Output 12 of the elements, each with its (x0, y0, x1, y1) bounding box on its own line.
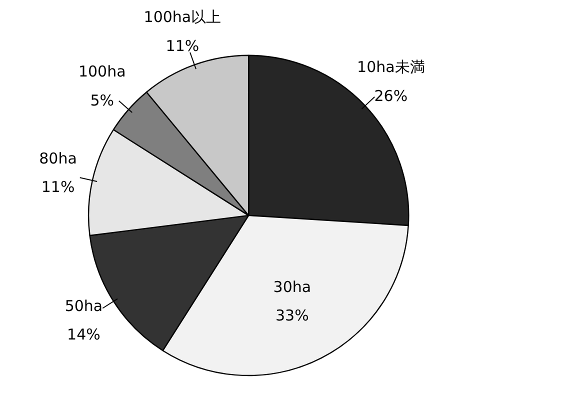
slice-label: 50ha (64, 296, 103, 315)
slice-label: 10ha未満 (357, 58, 425, 76)
slice-label: 100ha以上 (144, 8, 222, 26)
data-label: 11% (166, 36, 200, 55)
slice-label: 80ha (39, 149, 77, 168)
data-label: 14% (67, 326, 100, 344)
data-label: 26% (374, 86, 408, 105)
slice-label: 100ha (78, 62, 126, 81)
slice-label: 30ha (273, 278, 312, 296)
data-label: 11% (41, 178, 75, 196)
data-label: 5% (90, 91, 114, 110)
data-label: 33% (276, 306, 309, 325)
